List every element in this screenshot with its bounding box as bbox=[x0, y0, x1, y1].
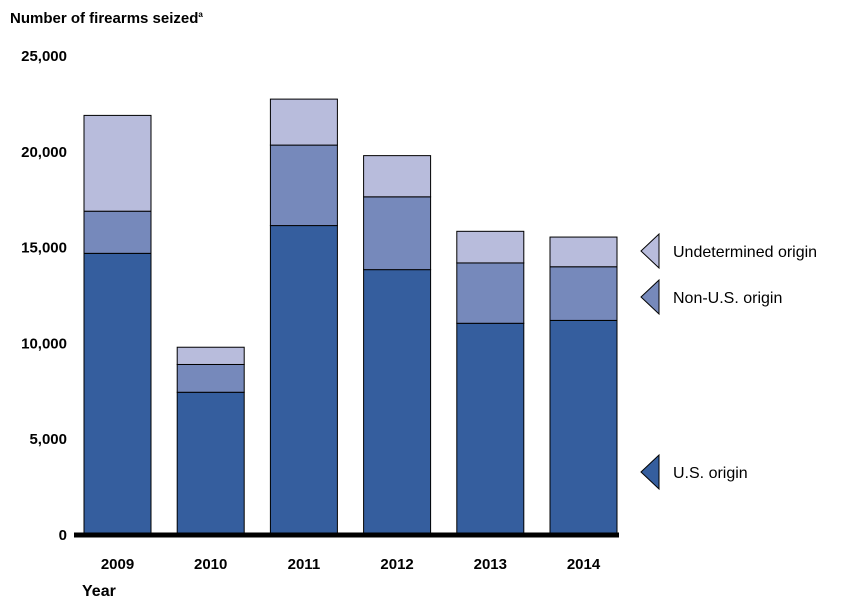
y-tick-label: 25,000 bbox=[21, 48, 67, 65]
x-tick-label: 2012 bbox=[380, 556, 413, 573]
legend-marker-u-s-origin bbox=[640, 453, 660, 491]
x-tick-label: 2014 bbox=[567, 556, 601, 573]
x-tick-label: 2013 bbox=[474, 556, 507, 573]
bar-segment-u-s-origin bbox=[456, 322, 525, 536]
x-tick-label: 2009 bbox=[101, 556, 134, 573]
x-axis-title: Year bbox=[82, 583, 116, 600]
bar-segment-non-u-s-origin bbox=[269, 144, 338, 227]
bar-segment-u-s-origin bbox=[176, 391, 245, 536]
y-tick-label: 15,000 bbox=[21, 240, 67, 257]
bar-segment-non-u-s-origin bbox=[456, 262, 525, 324]
bar-segment-undetermined-origin bbox=[456, 230, 525, 264]
bar-segment-non-u-s-origin bbox=[176, 363, 245, 393]
legend-label: Non-U.S. origin bbox=[673, 290, 782, 307]
y-tick-label: 10,000 bbox=[21, 335, 67, 352]
legend-label: U.S. origin bbox=[673, 465, 748, 482]
legend-marker-non-u-s-origin bbox=[640, 278, 660, 316]
legend-marker-undetermined-origin bbox=[640, 232, 660, 270]
x-tick-label: 2010 bbox=[194, 556, 227, 573]
bar-segment-u-s-origin bbox=[363, 269, 432, 536]
bar-segment-undetermined-origin bbox=[363, 155, 432, 198]
y-tick-label: 5,000 bbox=[29, 431, 67, 448]
bar-segment-u-s-origin bbox=[83, 252, 152, 536]
bar-segment-undetermined-origin bbox=[83, 114, 152, 212]
bar-segment-u-s-origin bbox=[549, 319, 618, 536]
bar-segment-non-u-s-origin bbox=[549, 266, 618, 321]
y-tick-label: 0 bbox=[59, 527, 67, 544]
bar-segment-non-u-s-origin bbox=[363, 196, 432, 271]
y-tick-label: 20,000 bbox=[21, 144, 67, 161]
x-tick-label: 2011 bbox=[288, 556, 321, 573]
y-axis-title: Number of firearms seizeda bbox=[10, 10, 203, 27]
bar-segment-undetermined-origin bbox=[176, 346, 245, 365]
y-axis-title-text: Number of firearms seized bbox=[10, 10, 199, 27]
bar-segment-u-s-origin bbox=[269, 225, 338, 536]
bar-segment-non-u-s-origin bbox=[83, 210, 152, 254]
footnote-marker: a bbox=[198, 10, 203, 19]
bar-segment-undetermined-origin bbox=[269, 98, 338, 146]
legend-label: Undetermined origin bbox=[673, 244, 817, 261]
bar-segment-undetermined-origin bbox=[549, 236, 618, 268]
